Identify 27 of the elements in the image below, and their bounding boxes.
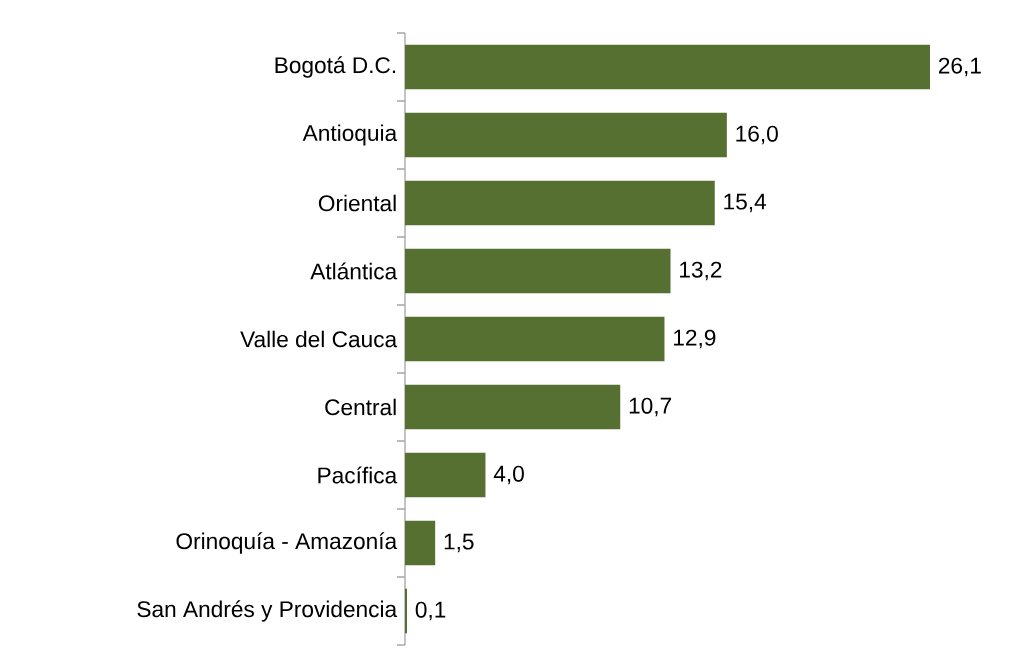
- y-tick-label: Oriental: [318, 194, 396, 212]
- bar: [405, 316, 665, 362]
- data-label: 15,4: [724, 193, 767, 213]
- bar: [405, 520, 436, 566]
- bar: [405, 588, 408, 634]
- y-tick-label: Central: [325, 398, 396, 416]
- data-label: 0,1: [415, 601, 446, 621]
- y-tick-label: Pacífica: [318, 466, 398, 484]
- y-tick-label: Valle del Cauca: [240, 330, 398, 348]
- bar: [405, 452, 486, 498]
- bar: [405, 44, 930, 90]
- y-tick-label: San Andrés y Providencia: [137, 600, 398, 622]
- bar: [405, 248, 671, 294]
- y-tick-label: Atlántica: [310, 262, 398, 280]
- data-label: 13,2: [680, 261, 722, 281]
- data-label: 1,5: [444, 533, 474, 553]
- data-label: 12,9: [674, 329, 716, 349]
- data-label: 16,0: [736, 125, 778, 145]
- bar: [405, 180, 715, 226]
- data-label: 26,1: [938, 57, 981, 77]
- data-label: 4,0: [493, 465, 524, 485]
- y-tick-label: Antioquia: [302, 124, 398, 146]
- y-tick-label: Orinoquía - Amazonía: [176, 532, 398, 554]
- y-tick-label: Bogotá D.C.: [275, 56, 396, 78]
- bar: [405, 112, 727, 158]
- data-label: 10,7: [629, 397, 672, 417]
- bar: [405, 384, 621, 430]
